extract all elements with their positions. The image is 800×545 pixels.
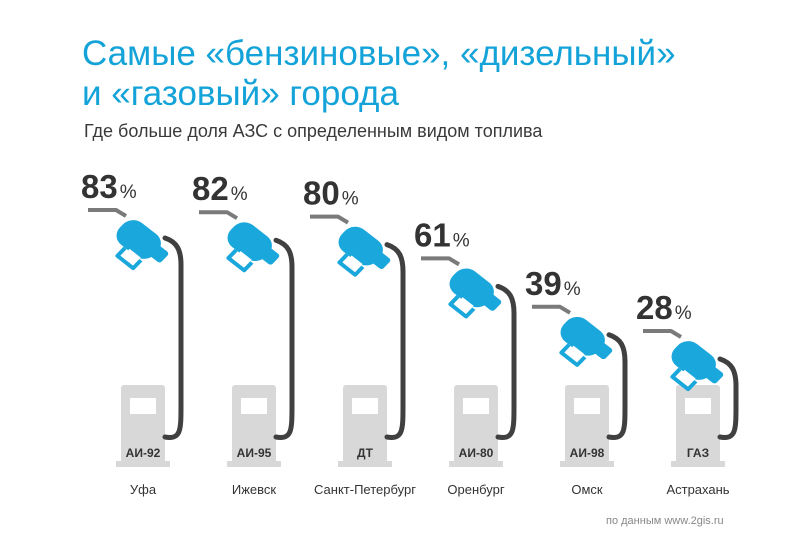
- data-label: 82%: [192, 170, 248, 207]
- fuel-hose: [495, 283, 517, 441]
- nozzle-trigger-gap: [232, 251, 252, 268]
- data-label: 39%: [525, 265, 581, 302]
- fuel-nozzle-icon: [670, 341, 724, 392]
- nozzle-head: [338, 226, 383, 266]
- data-label: 83%: [81, 168, 137, 205]
- pump-screen: [130, 398, 156, 414]
- data-label: 61%: [414, 216, 470, 253]
- fuel-nozzle-icon: [115, 220, 169, 271]
- chart-title-line-1: Самые «бензиновые», «дизельный»: [82, 34, 676, 73]
- city-tick-label: Ижевск: [232, 482, 277, 497]
- nozzle-spout: [421, 256, 461, 267]
- pump-base: [449, 461, 503, 467]
- pump-group: 80 % ДТ Санкт-Петербург: [303, 175, 416, 497]
- nozzle-spout: [310, 214, 350, 225]
- data-label-value: 28: [636, 289, 673, 326]
- nozzle-grip: [592, 341, 613, 360]
- nozzle-trigger-gap: [565, 345, 585, 363]
- nozzle-head: [449, 268, 494, 308]
- fuel-nozzle-icon: [448, 268, 502, 319]
- nozzle-spout: [88, 208, 128, 218]
- pump-group: 83 % АИ-92 Уфа: [81, 168, 184, 497]
- fuel-type-label: АИ-98: [570, 446, 605, 460]
- nozzle-trigger-gap: [343, 255, 363, 273]
- data-label-unit: %: [342, 189, 359, 210]
- fuel-hose: [273, 237, 295, 441]
- data-label-value: 61: [414, 216, 451, 253]
- pump-screen: [685, 398, 711, 414]
- pump-base: [671, 461, 725, 467]
- source-note: по данным www.2gis.ru: [606, 515, 724, 527]
- city-tick-label: Санкт-Петербург: [314, 482, 416, 497]
- pump-screen: [574, 398, 600, 414]
- fuel-type-label: АИ-92: [126, 446, 161, 460]
- data-label: 80%: [303, 175, 359, 212]
- nozzle-head: [116, 220, 161, 259]
- chart-subtitle: Где больше доля АЗС с определенным видом…: [84, 121, 543, 141]
- nozzle-grip: [703, 365, 724, 384]
- data-label-value: 83: [81, 168, 118, 205]
- fuel-type-label: АИ-95: [237, 446, 272, 460]
- fuel-hose: [162, 235, 184, 441]
- fuel-hose: [717, 356, 739, 441]
- nozzle-head: [227, 222, 272, 262]
- data-label-unit: %: [231, 184, 248, 205]
- pump-group: 28 % ГАЗ Астрахань: [636, 289, 739, 497]
- pump-screen: [463, 398, 489, 414]
- nozzle-trigger: [337, 253, 365, 277]
- data-label-unit: %: [564, 279, 581, 300]
- nozzle-trigger-gap: [676, 369, 696, 387]
- fuel-type-label: ГАЗ: [687, 446, 709, 460]
- pump-group: 39 % АИ-98 Омск: [525, 265, 628, 497]
- nozzle-trigger: [670, 367, 698, 392]
- fuel-nozzle-icon: [337, 226, 391, 277]
- nozzle-head: [671, 341, 716, 380]
- pump-group: 61 % АИ-80 Оренбург: [414, 216, 517, 497]
- nozzle-trigger: [559, 343, 587, 367]
- data-label-unit: %: [453, 230, 470, 251]
- data-label-value: 82: [192, 170, 229, 207]
- nozzle-spout: [532, 304, 572, 315]
- nozzle-trigger: [226, 248, 254, 273]
- data-label: 28%: [636, 289, 692, 326]
- chart-title: Самые «бензиновые», «дизельный» и «газов…: [82, 34, 782, 114]
- pump-base: [116, 461, 170, 467]
- data-label-value: 80: [303, 175, 340, 212]
- pump-group: 82 % АИ-95 Ижевск: [192, 170, 295, 497]
- city-tick-label: Уфа: [130, 482, 157, 497]
- data-label-unit: %: [675, 303, 692, 324]
- nozzle-spout: [643, 329, 683, 339]
- nozzle-trigger: [115, 246, 143, 271]
- nozzle-grip: [370, 251, 391, 269]
- data-label-value: 39: [525, 265, 562, 302]
- chart-title-line-2: и «газовый» города: [82, 74, 399, 113]
- nozzle-trigger-gap: [121, 248, 141, 266]
- fuel-nozzle-icon: [226, 222, 280, 273]
- data-label-unit: %: [120, 182, 137, 203]
- nozzle-grip: [259, 246, 280, 265]
- nozzle-grip: [148, 244, 169, 263]
- nozzle-head: [560, 316, 605, 356]
- fuel-type-label: ДТ: [357, 446, 374, 460]
- city-tick-label: Оренбург: [447, 482, 504, 497]
- nozzle-trigger-gap: [454, 297, 474, 314]
- fuel-hose: [384, 242, 406, 441]
- pump-screen: [352, 398, 378, 414]
- city-tick-label: Астрахань: [666, 482, 729, 497]
- pump-screen: [241, 398, 267, 414]
- nozzle-spout: [199, 210, 239, 220]
- fuel-type-label: АИ-80: [459, 446, 494, 460]
- nozzle-trigger: [448, 295, 476, 319]
- fuel-hose: [606, 332, 628, 441]
- pump-base: [227, 461, 281, 467]
- city-tick-label: Омск: [571, 482, 603, 497]
- nozzle-grip: [481, 293, 502, 311]
- fuel-nozzle-icon: [559, 316, 613, 367]
- pump-base: [338, 461, 392, 467]
- pump-base: [560, 461, 614, 467]
